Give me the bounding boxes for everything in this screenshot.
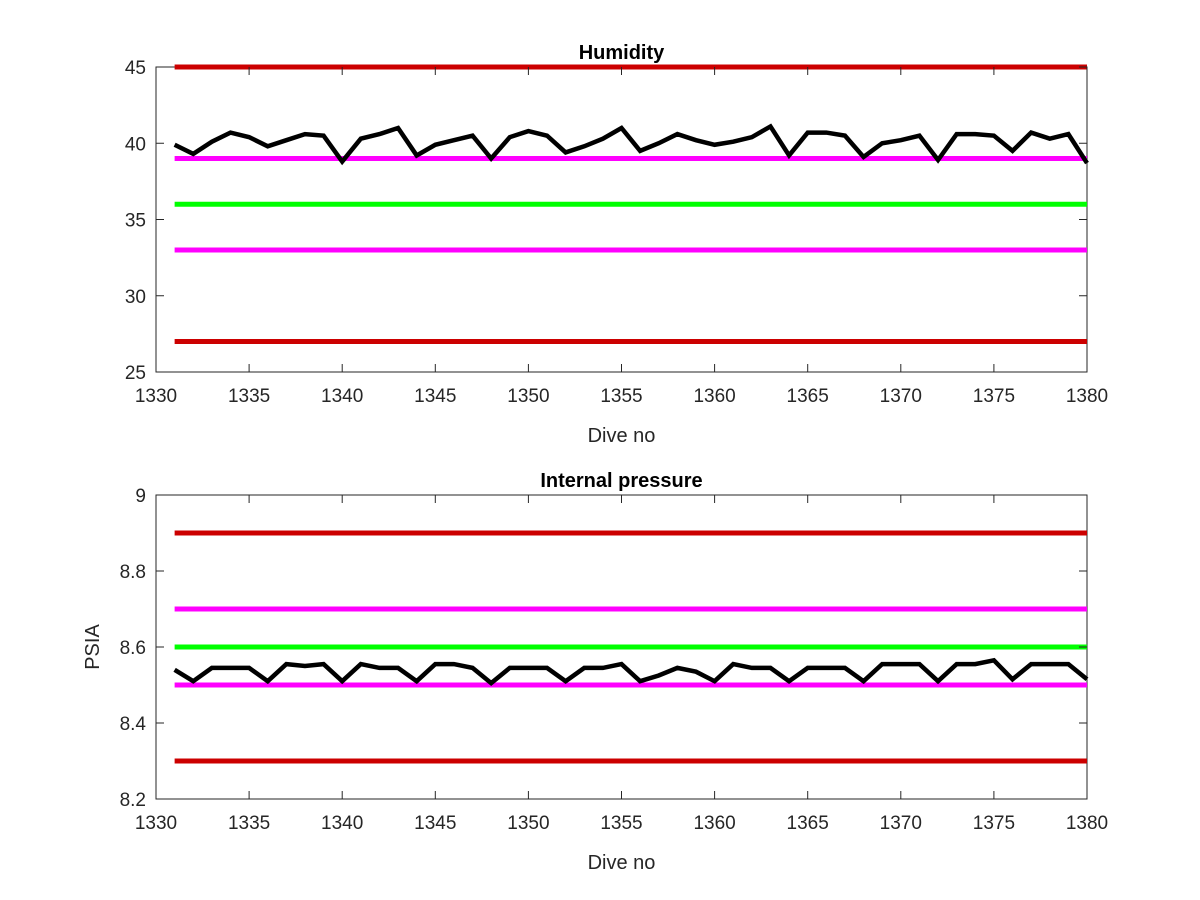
y-tick-label: 25 (125, 363, 146, 384)
x-tick-label: 1355 (600, 386, 642, 407)
chart-title: Internal pressure (540, 470, 702, 492)
x-tick-label: 1350 (507, 386, 549, 407)
y-tick-label: 30 (125, 287, 146, 308)
x-tick-label: 1330 (135, 386, 177, 407)
data-series-line-0 (173, 123, 1089, 166)
x-tick-label: 1365 (787, 386, 829, 407)
y-tick-label: 35 (125, 211, 146, 232)
x-tick-label: 1345 (414, 813, 456, 834)
x-tick-label: 1335 (228, 386, 270, 407)
y-axis-label: PSIA (82, 624, 104, 670)
y-tick-label: 40 (125, 134, 146, 155)
y-tick-label: 8.6 (120, 638, 146, 659)
y-tick-label: 9 (135, 486, 146, 507)
x-tick-label: 1380 (1066, 813, 1108, 834)
x-axis-label: Dive no (588, 425, 656, 447)
y-tick-label: 8.2 (120, 790, 146, 811)
x-tick-label: 1370 (880, 386, 922, 407)
x-tick-label: 1375 (973, 386, 1015, 407)
x-tick-label: 1340 (321, 386, 363, 407)
y-tick-label: 8.4 (120, 714, 147, 735)
x-tick-label: 1340 (321, 813, 363, 834)
x-tick-label: 1330 (135, 813, 177, 834)
x-axis-label: Dive no (588, 852, 656, 874)
x-tick-label: 1335 (228, 813, 270, 834)
x-tick-label: 1365 (787, 813, 829, 834)
x-tick-label: 1355 (600, 813, 642, 834)
x-tick-label: 1370 (880, 813, 922, 834)
x-tick-label: 1350 (507, 813, 549, 834)
x-tick-label: 1345 (414, 386, 456, 407)
chart-title: Humidity (579, 42, 665, 64)
x-tick-label: 1375 (973, 813, 1015, 834)
y-tick-label: 45 (125, 58, 146, 79)
humidity-chart: 1330 1335 1340 1345 1350 1355 1360 1365 1370 1375… (125, 42, 1108, 447)
x-tick-label: 1360 (693, 386, 735, 407)
y-tick-label: 8.8 (120, 562, 146, 583)
x-tick-label: 1380 (1066, 386, 1108, 407)
data-series-line-0 (173, 657, 1089, 687)
internal-pressure-chart: 1330 1335 1340 1345 1350 1355 1360 1365 1370 1375… (82, 470, 1108, 874)
x-tick-label: 1360 (693, 813, 735, 834)
